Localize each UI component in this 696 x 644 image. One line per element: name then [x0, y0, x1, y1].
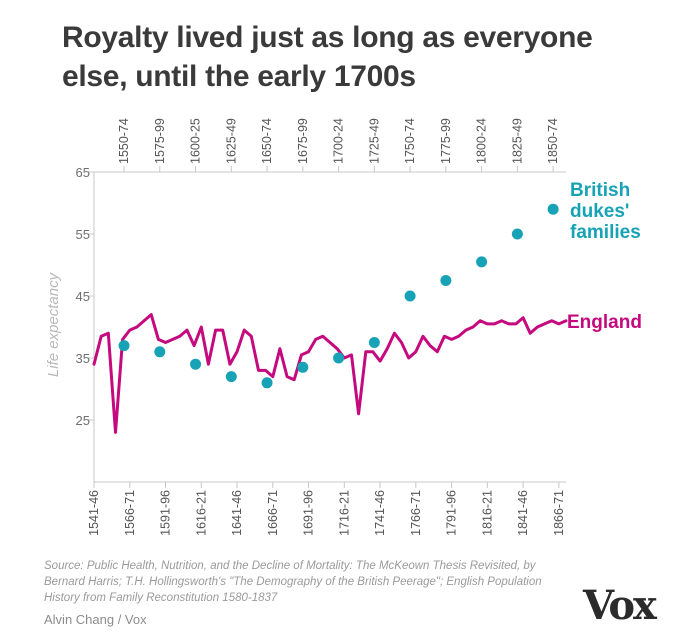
- x-bottom-tick-label: 1641-46: [230, 490, 244, 536]
- dukes-label-line: dukes': [570, 201, 629, 222]
- dukes-point: [547, 203, 559, 215]
- x-top-tick-label: 1750-74: [403, 118, 417, 164]
- dukes-point: [476, 256, 488, 268]
- y-tick-label: 45: [76, 289, 90, 304]
- x-bottom-tick-label: 1816-21: [480, 490, 494, 536]
- vox-logo: Vox: [583, 582, 657, 629]
- dukes-point: [261, 377, 273, 389]
- x-bottom-tick-label: 1716-21: [337, 490, 351, 536]
- dukes-point: [225, 371, 237, 383]
- x-bottom-tick-label: 1566-71: [123, 490, 137, 536]
- x-bottom-tick-label: 1616-21: [194, 490, 208, 536]
- x-top-tick-label: 1800-24: [475, 118, 489, 164]
- dukes-point: [118, 340, 130, 352]
- x-bottom-tick-label: 1691-96: [302, 490, 316, 536]
- x-top-tick-label: 1775-99: [439, 118, 453, 164]
- dukes-point: [440, 275, 452, 286]
- x-bottom-tick-label: 1866-71: [552, 490, 566, 536]
- x-bottom-tick-label: 1666-71: [266, 490, 280, 536]
- dukes-label-line: families: [570, 222, 641, 243]
- x-top-tick-label: 1675-99: [296, 118, 310, 164]
- dukes-point: [368, 337, 380, 348]
- dukes-point: [404, 290, 416, 302]
- credit-line: Alvin Chang / Vox: [44, 612, 147, 627]
- dukes-label-line: British: [570, 180, 630, 201]
- x-bottom-tick-label: 1741-46: [373, 490, 387, 536]
- y-axis-label: Life expectancy: [45, 271, 62, 377]
- dukes-point: [333, 352, 345, 364]
- dukes-point: [511, 228, 523, 240]
- england-label: England: [567, 312, 642, 333]
- x-bottom-tick-label: 1791-96: [445, 490, 459, 536]
- x-top-tick-label: 1575-99: [153, 118, 167, 164]
- x-bottom-tick-label: 1541-46: [87, 490, 101, 536]
- y-tick-label: 55: [76, 227, 90, 242]
- england-line: [92, 313, 568, 434]
- y-tick-label: 25: [76, 413, 90, 428]
- x-top-tick-label: 1600-25: [189, 118, 203, 164]
- x-top-tick-label: 1550-74: [117, 118, 131, 164]
- x-top-tick-label: 1825-49: [510, 118, 524, 164]
- dukes-point: [154, 346, 166, 358]
- x-top-tick-label: 1625-49: [224, 118, 238, 164]
- y-tick-label: 65: [76, 165, 90, 180]
- x-top-tick-label: 1650-74: [260, 118, 274, 164]
- x-top-tick-label: 1850-74: [546, 118, 560, 164]
- x-bottom-tick-label: 1841-46: [516, 490, 530, 536]
- y-tick-label: 35: [76, 351, 90, 366]
- dukes-point: [297, 361, 309, 373]
- x-bottom-tick-label: 1591-96: [159, 490, 173, 536]
- x-top-tick-label: 1725-49: [367, 118, 381, 164]
- x-bottom-tick-label: 1766-71: [409, 490, 423, 536]
- chart-title: Royalty lived just as long as everyone e…: [62, 21, 593, 93]
- dukes-point: [190, 358, 202, 370]
- source-note: Source: Public Health, Nutrition, and th…: [44, 560, 542, 604]
- x-top-tick-label: 1700-24: [332, 118, 346, 164]
